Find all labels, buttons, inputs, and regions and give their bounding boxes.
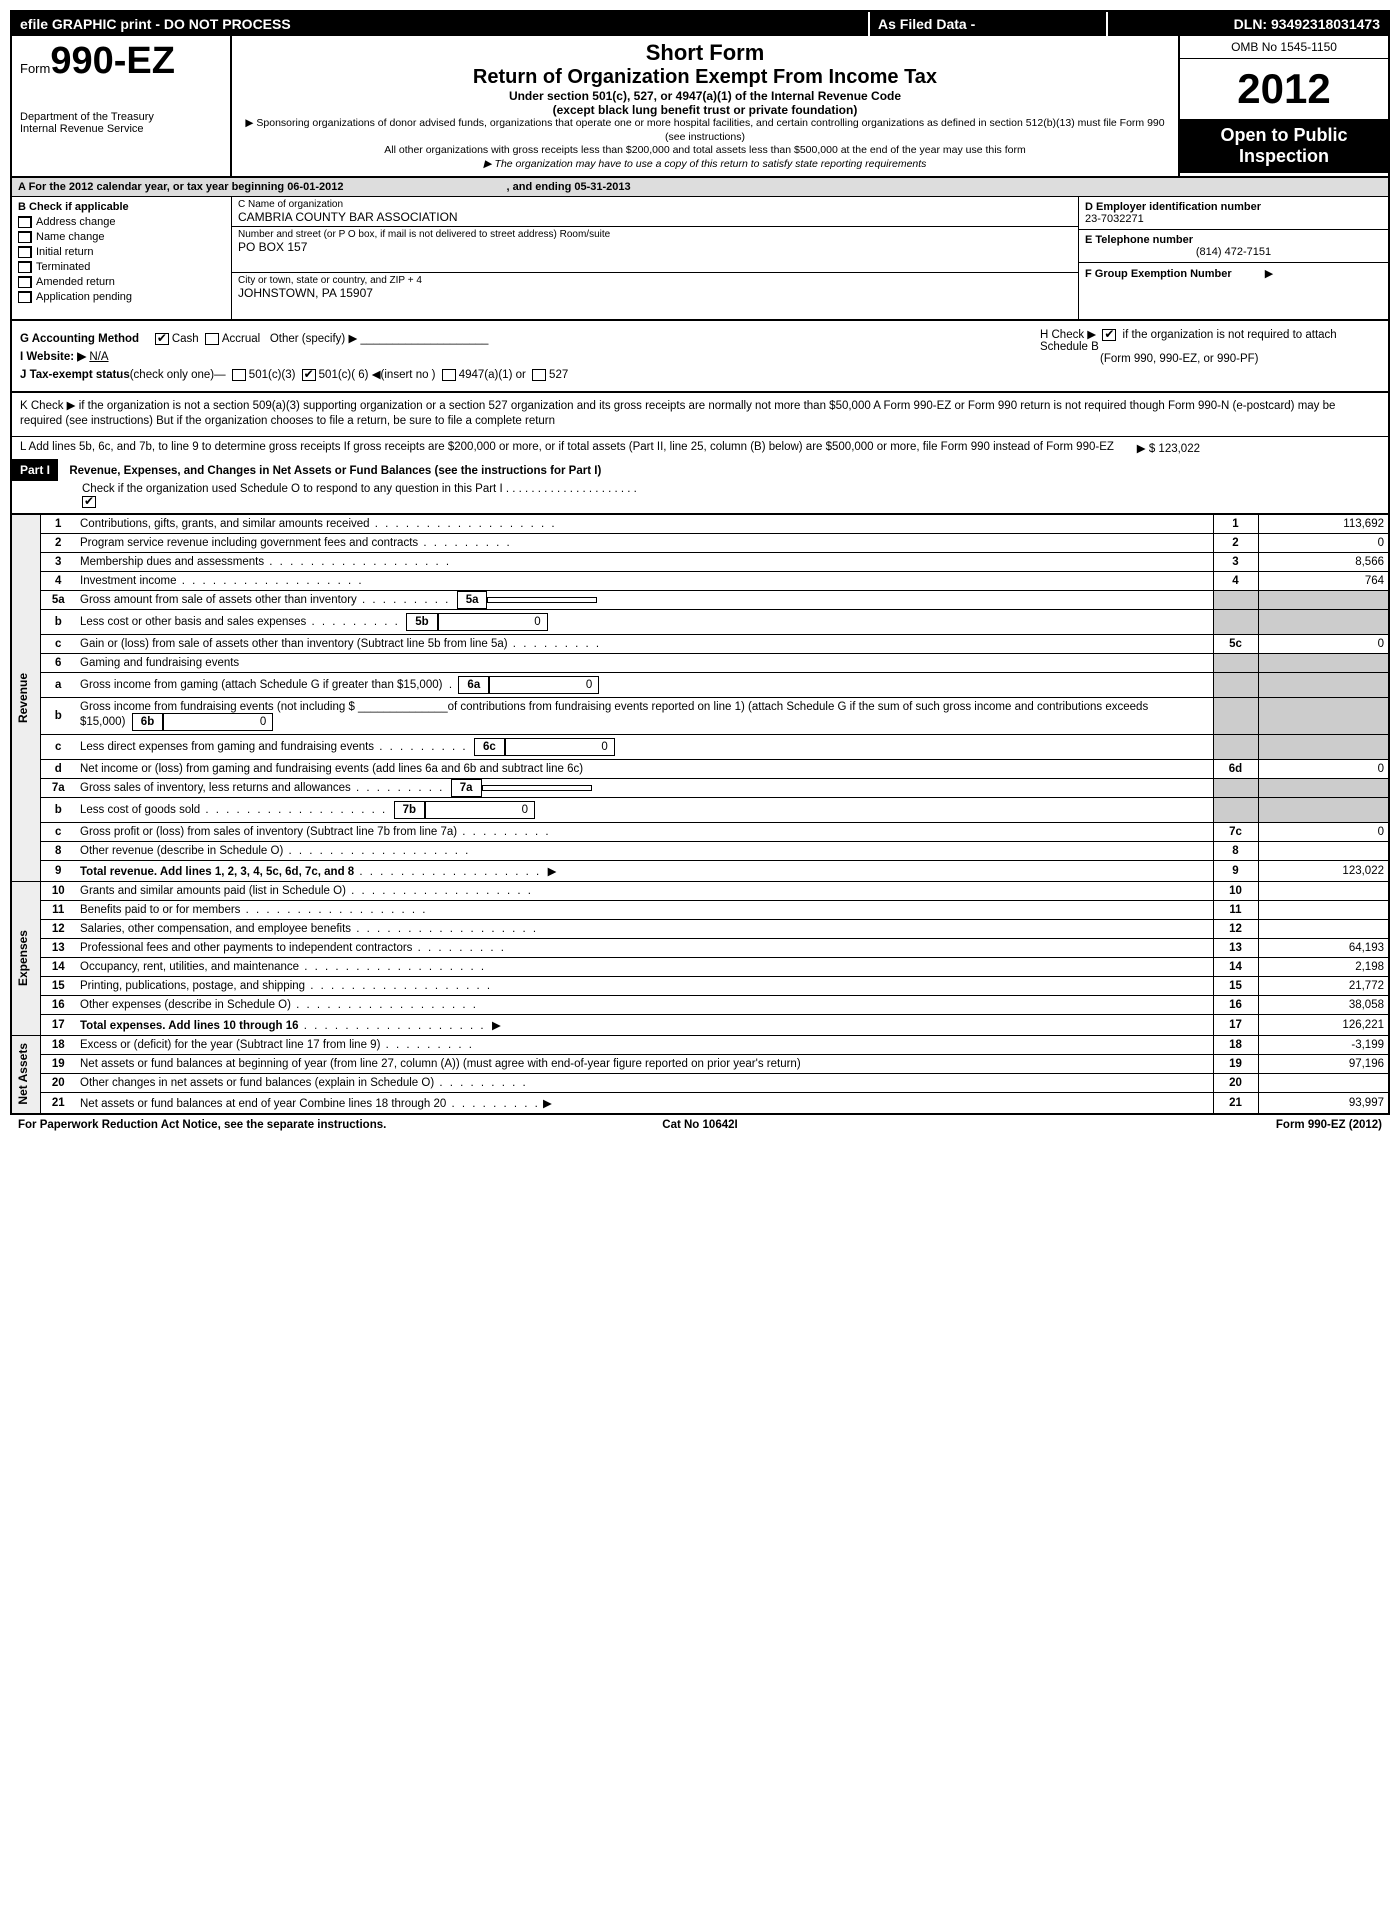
org-street: PO BOX 157 [238, 240, 1072, 254]
cb-4947[interactable] [442, 369, 456, 381]
B-label: B Check if applicable [18, 201, 225, 213]
cb-527[interactable] [532, 369, 546, 381]
topbar: efile GRAPHIC print - DO NOT PROCESS As … [12, 12, 1388, 36]
section-BCDEF: B Check if applicable Address change Nam… [12, 197, 1388, 321]
cb-name-change[interactable] [18, 231, 32, 243]
amt-13: 64,193 [1258, 938, 1388, 957]
E-label: E Telephone number [1085, 234, 1382, 246]
cb-pending[interactable] [18, 291, 32, 303]
header-mid: Short Form Return of Organization Exempt… [232, 36, 1178, 176]
D-label: D Employer identification number [1085, 201, 1382, 213]
omb-number: OMB No 1545-1150 [1180, 36, 1388, 59]
asfiled-label: As Filed Data - [868, 12, 1108, 36]
footer-right: Form 990-EZ (2012) [927, 1119, 1382, 1131]
note1: ▶ Sponsoring organizations of donor advi… [240, 117, 1170, 144]
amt-18: -3,199 [1258, 1035, 1388, 1054]
amt-6d: 0 [1258, 759, 1388, 778]
dept-treasury: Department of the Treasury [20, 111, 222, 123]
section-L: L Add lines 5b, 6c, and 7b, to line 9 to… [12, 437, 1388, 457]
footer-left: For Paperwork Reduction Act Notice, see … [18, 1119, 473, 1131]
amt-10 [1258, 881, 1388, 900]
amt-21: 93,997 [1258, 1092, 1388, 1113]
amt-2: 0 [1258, 533, 1388, 552]
cb-accrual[interactable] [205, 333, 219, 345]
part1-label: Part I [12, 459, 58, 481]
website: N/A [89, 351, 108, 363]
cb-H-not-required[interactable] [1102, 329, 1116, 341]
short-form: Short Form [240, 40, 1170, 66]
amt-12 [1258, 919, 1388, 938]
line-A: A For the 2012 calendar year, or tax yea… [12, 178, 1388, 197]
G-label: G Accounting Method [20, 333, 139, 345]
note2: All other organizations with gross recei… [240, 144, 1170, 158]
amt-3: 8,566 [1258, 552, 1388, 571]
form-title: Return of Organization Exempt From Incom… [240, 66, 1170, 89]
revenue-side-label: Revenue [12, 514, 40, 881]
cb-501c3[interactable] [232, 369, 246, 381]
header-left: Form990-EZ Department of the Treasury In… [12, 36, 232, 176]
subtitle2: (except black lung benefit trust or priv… [240, 103, 1170, 117]
expenses-side-label: Expenses [12, 881, 40, 1035]
amt-20 [1258, 1073, 1388, 1092]
section-DEF: D Employer identification number 23-7032… [1078, 197, 1388, 319]
header-right: OMB No 1545-1150 2012 Open to Public Ins… [1178, 36, 1388, 176]
form-header: Form990-EZ Department of the Treasury In… [12, 36, 1388, 178]
I-label: I Website: ▶ [20, 351, 86, 363]
c-name-label: C Name of organization [238, 199, 1072, 210]
form-990ez: efile GRAPHIC print - DO NOT PROCESS As … [10, 10, 1390, 1115]
section-H: H Check ▶ if the organization is not req… [1020, 327, 1380, 365]
cb-terminated[interactable] [18, 261, 32, 273]
amt-7c: 0 [1258, 822, 1388, 841]
amt-14: 2,198 [1258, 957, 1388, 976]
dln: DLN: 93492318031473 [1108, 12, 1388, 36]
ein: 23-7032271 [1085, 213, 1382, 225]
amt-11 [1258, 900, 1388, 919]
cb-part1-scheduleO[interactable] [82, 496, 96, 508]
tax-year: 2012 [1180, 59, 1388, 119]
amt-5c: 0 [1258, 634, 1388, 653]
part1-check: Check if the organization used Schedule … [82, 483, 637, 495]
cb-address-change[interactable] [18, 216, 32, 228]
F-arrow: ▶ [1265, 268, 1273, 280]
section-K: K Check ▶ if the organization is not a s… [12, 393, 1388, 437]
subtitle1: Under section 501(c), 527, or 4947(a)(1)… [240, 89, 1170, 103]
part1-title: Revenue, Expenses, and Changes in Net As… [69, 465, 601, 477]
org-name: CAMBRIA COUNTY BAR ASSOCIATION [238, 210, 1072, 224]
part1-header-row: Part I Revenue, Expenses, and Changes in… [12, 457, 1388, 514]
F-label: F Group Exemption Number [1085, 268, 1232, 280]
c-street-label: Number and street (or P O box, if mail i… [238, 229, 1072, 240]
amt-19: 97,196 [1258, 1054, 1388, 1073]
amt-17: 126,221 [1258, 1014, 1388, 1035]
amt-15: 21,772 [1258, 976, 1388, 995]
amt-4: 764 [1258, 571, 1388, 590]
cb-initial-return[interactable] [18, 246, 32, 258]
form-prefix: Form [20, 61, 50, 76]
netassets-side-label: Net Assets [12, 1035, 40, 1113]
c-city-label: City or town, state or country, and ZIP … [238, 275, 1072, 286]
irs: Internal Revenue Service [20, 123, 222, 135]
section-B: B Check if applicable Address change Nam… [12, 197, 232, 319]
cb-501c[interactable] [302, 369, 316, 381]
section-C: C Name of organization CAMBRIA COUNTY BA… [232, 197, 1078, 319]
amt-8 [1258, 841, 1388, 860]
phone: (814) 472-7151 [1085, 246, 1382, 258]
form-number: 990-EZ [50, 40, 175, 82]
efile-notice: efile GRAPHIC print - DO NOT PROCESS [12, 12, 868, 36]
section-GHIJ: H Check ▶ if the organization is not req… [12, 321, 1388, 393]
amt-16: 38,058 [1258, 995, 1388, 1014]
note3: ▶ The organization may have to use a cop… [240, 158, 1170, 172]
footer-mid: Cat No 10642I [473, 1119, 928, 1131]
L-amount: ▶ $ 123,022 [1137, 441, 1200, 455]
lines-table: Revenue 1Contributions, gifts, grants, a… [12, 514, 1388, 1113]
amt-1: 113,692 [1258, 514, 1388, 533]
cb-amended[interactable] [18, 276, 32, 288]
open-public: Open to Public Inspection [1180, 119, 1388, 173]
J-label: J Tax-exempt status [20, 369, 130, 381]
footer: For Paperwork Reduction Act Notice, see … [10, 1115, 1390, 1135]
org-city: JOHNSTOWN, PA 15907 [238, 286, 1072, 300]
amt-9: 123,022 [1258, 860, 1388, 881]
cb-cash[interactable] [155, 333, 169, 345]
